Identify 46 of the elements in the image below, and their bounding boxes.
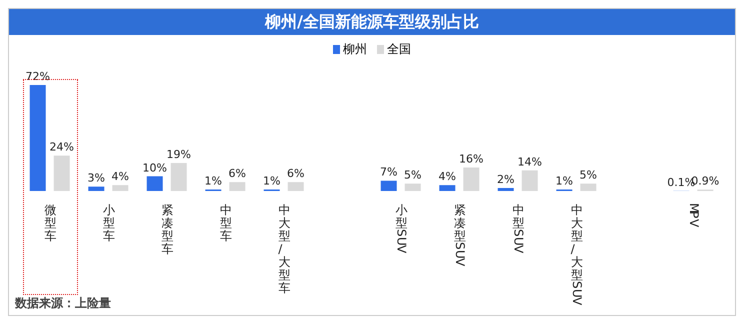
bar [380,180,397,191]
bar [54,156,70,191]
category-label: 中大型/大型SUV [570,203,584,306]
bar [229,182,246,191]
legend-label: 全国 [386,41,411,57]
data-label: 24% [50,140,74,154]
data-label: 10% [142,161,167,174]
data-label: 7% [380,166,398,179]
source-note: 数据来源：上险量 [15,295,111,312]
x-tick-label: 中大型/大型车 [278,203,290,295]
x-tick-label: 中型SUV [511,203,526,254]
data-label: 4% [438,170,456,184]
data-label: 2% [497,173,514,186]
bar [112,185,128,191]
legend-label: 柳州 [342,41,367,57]
bar [404,184,421,191]
data-label: 5% [404,168,422,182]
data-label: 6% [287,167,304,180]
bar [522,170,538,191]
x-tick-label: 中型车 [220,203,232,243]
bar [439,185,456,191]
bar [88,186,104,191]
data-label: 6% [228,167,246,180]
x-tick-label: 小型SUV [394,203,408,254]
data-label: 5% [580,168,597,182]
data-label: 1% [556,174,573,188]
data-label: 1% [263,174,280,188]
x-tick-label: 微型车 [44,203,56,243]
data-label: 3% [88,172,105,185]
x-tick-label: 紧凑型SUV [452,203,467,267]
x-tick-label: 小型车 [102,203,115,243]
data-label: 1% [204,174,222,188]
x-tick-label: 紧凑型车 [161,203,174,256]
bar [498,188,514,191]
bar [170,163,187,191]
data-label: 14% [518,155,542,168]
data-label: 19% [166,148,191,162]
bar [146,176,163,191]
bar [580,184,596,191]
chart-title: 柳州/全国新能源车型级别占比 [9,9,735,35]
bar [30,85,46,191]
data-label: 16% [459,152,484,166]
bar [288,182,304,191]
x-tick-label: MPV [686,203,701,228]
bar [463,167,480,191]
data-label: 4% [112,170,129,184]
